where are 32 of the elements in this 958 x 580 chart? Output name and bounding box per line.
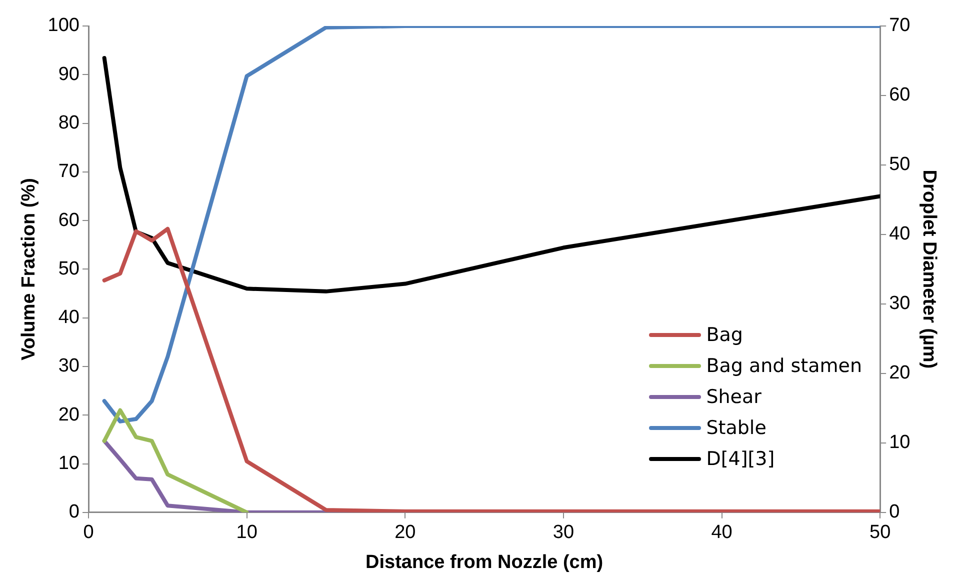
- x-tick-label: 30: [552, 522, 574, 544]
- y-tick-label: 10: [58, 452, 80, 474]
- x-tick-label: 40: [711, 522, 732, 544]
- y2-tick-label: 30: [889, 293, 910, 314]
- y-tick-label: 40: [58, 307, 80, 328]
- x-axis-title: Distance from Nozzle (cm): [366, 552, 604, 573]
- y-tick-label: 30: [58, 356, 80, 377]
- y-tick-label: 0: [68, 502, 80, 523]
- y2-tick-label: 20: [889, 362, 910, 384]
- y-tick-label: 60: [58, 210, 80, 231]
- x-tick-label: 20: [394, 522, 416, 544]
- y2-tick-label: 50: [889, 154, 910, 176]
- y-tick-label: 80: [58, 112, 80, 134]
- y2-axis-title: Droplet Diameter (µm): [918, 170, 940, 369]
- x-tick-label: 50: [869, 522, 891, 544]
- y2-tick-label: 0: [889, 502, 900, 523]
- y-axis-title: Volume Fraction (%): [18, 178, 40, 360]
- legend-label: Bag: [706, 324, 743, 346]
- y2-tick-label: 40: [889, 224, 910, 245]
- legend-label: Shear: [706, 386, 762, 408]
- y-tick-label: 70: [58, 161, 80, 182]
- x-tick-label: 0: [83, 522, 94, 544]
- y-tick-label: 90: [58, 64, 80, 85]
- legend-label: Bag and stamen: [706, 354, 862, 376]
- y-tick-label: 50: [58, 258, 80, 280]
- legend-label: Stable: [706, 416, 766, 438]
- y-tick-label: 100: [48, 15, 80, 36]
- y-tick-label: 20: [58, 404, 80, 426]
- y2-tick-label: 70: [889, 15, 910, 36]
- x-tick-label: 10: [236, 522, 258, 544]
- y2-tick-label: 10: [889, 432, 910, 454]
- y2-tick-label: 60: [889, 84, 910, 106]
